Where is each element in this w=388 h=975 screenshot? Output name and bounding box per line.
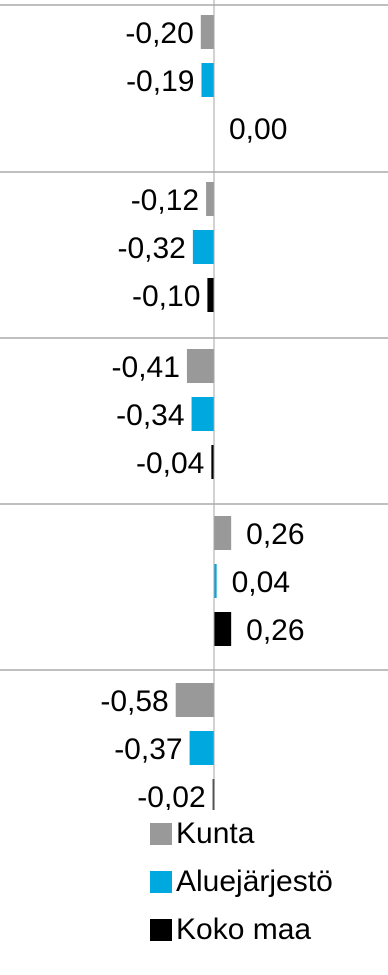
data-label: -0,19 bbox=[126, 65, 194, 98]
legend-swatch bbox=[150, 919, 172, 941]
data-label: -0,37 bbox=[114, 733, 182, 766]
legend-label: Koko maa bbox=[176, 913, 312, 946]
bar-aluej-rjest- bbox=[201, 63, 214, 97]
bar-kunta bbox=[206, 182, 214, 216]
legend-swatch bbox=[150, 871, 172, 893]
data-label: -0,02 bbox=[137, 781, 205, 810]
legend-label: Aluejärjestö bbox=[176, 865, 333, 898]
bar-aluej-rjest- bbox=[192, 230, 214, 264]
data-label: -0,20 bbox=[125, 17, 193, 50]
data-label: -0,12 bbox=[131, 184, 199, 217]
data-label: -0,58 bbox=[100, 685, 168, 718]
bar-kunta bbox=[175, 683, 214, 717]
data-label: 0,04 bbox=[232, 566, 290, 599]
bar-kunta bbox=[186, 349, 214, 383]
bar-aluej-rjest- bbox=[191, 397, 214, 431]
bar-chart: -0,20 -0,19 0,00 -0,12 -0,32 -0,10 -0,41 -0,34 -… bbox=[0, 0, 388, 810]
bar-kunta bbox=[214, 516, 232, 550]
legend-label: Kunta bbox=[176, 817, 255, 850]
bar-koko-maa bbox=[214, 612, 232, 646]
legend-item: Kunta bbox=[150, 817, 333, 851]
bar-aluej-rjest- bbox=[189, 731, 214, 765]
bar-kunta bbox=[200, 15, 214, 49]
legend-swatch bbox=[150, 823, 172, 845]
data-label: -0,34 bbox=[116, 399, 184, 432]
legend: Kunta Aluejärjestö Koko maa bbox=[150, 817, 333, 961]
bar-koko-maa bbox=[211, 445, 214, 479]
data-label: 0,26 bbox=[246, 518, 304, 551]
data-label: -0,32 bbox=[117, 232, 185, 265]
data-label: 0,00 bbox=[229, 113, 287, 146]
data-label: -0,04 bbox=[136, 447, 204, 480]
bar-koko-maa bbox=[207, 278, 214, 312]
legend-item: Koko maa bbox=[150, 913, 333, 947]
data-label: -0,41 bbox=[112, 351, 180, 384]
legend-item: Aluejärjestö bbox=[150, 865, 333, 899]
bar-aluej-rjest- bbox=[214, 564, 217, 598]
data-label: -0,10 bbox=[132, 280, 200, 313]
data-label: 0,26 bbox=[246, 614, 304, 647]
